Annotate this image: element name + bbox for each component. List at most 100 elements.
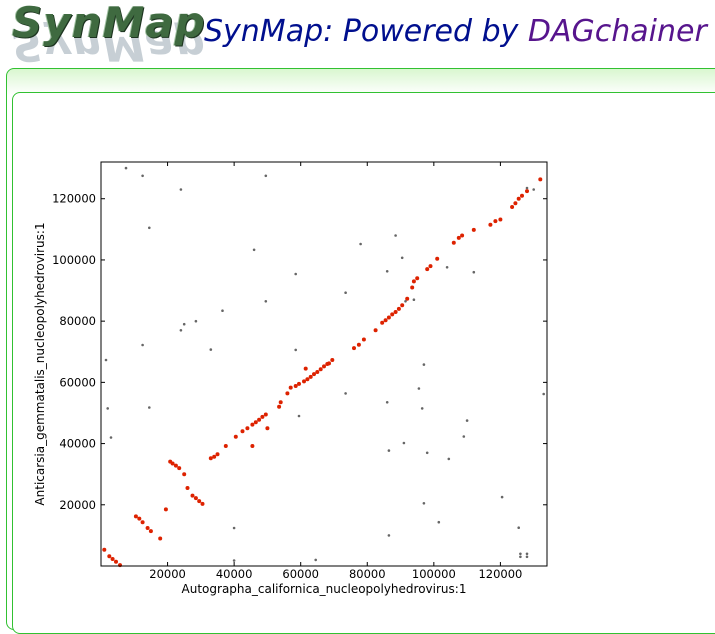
- background-point-23: [141, 343, 144, 347]
- background-point-30: [385, 401, 389, 404]
- syntenic-point-78: [516, 196, 521, 201]
- syntenic-point-48: [322, 364, 326, 369]
- syntenic-point-43: [305, 377, 310, 382]
- y-tick-label-2: 60000: [59, 375, 96, 389]
- syntenic-point-40: [293, 384, 298, 388]
- background-point-36: [109, 436, 113, 439]
- syntenic-point-46: [315, 370, 320, 374]
- background-point-41: [425, 451, 429, 455]
- y-tick-label-3: 80000: [59, 314, 96, 328]
- x-tick-label-5: 120000: [478, 567, 522, 581]
- syntenic-point-24: [215, 452, 220, 457]
- syntenic-point-39: [288, 385, 293, 390]
- background-point-35: [465, 419, 469, 422]
- background-point-52: [519, 555, 522, 559]
- background-point-11: [400, 256, 404, 260]
- y-tick-label-5: 120000: [52, 192, 96, 206]
- syntenic-point-2: [110, 557, 115, 561]
- syntenic-point-52: [356, 342, 361, 347]
- background-point-9: [394, 234, 397, 237]
- syntenic-point-61: [400, 303, 405, 308]
- x-tick-label-0: 20000: [149, 567, 186, 581]
- syntenic-point-70: [456, 235, 461, 240]
- x-tick-label-2: 60000: [282, 567, 319, 581]
- x-tick-label-4: 100000: [412, 567, 456, 581]
- y-axis-title: Anticarsia_gemmatalis_nucleopolyhedrovir…: [33, 222, 47, 505]
- syntenic-point-25: [223, 444, 228, 448]
- syntenic-point-19: [193, 496, 198, 501]
- y-tick-label-0: 20000: [59, 498, 96, 512]
- background-point-53: [525, 555, 529, 559]
- syntenic-point-54: [373, 328, 378, 333]
- background-point-8: [359, 242, 362, 246]
- background-point-17: [404, 300, 407, 303]
- syntenic-point-36: [277, 404, 282, 409]
- syntenic-point-75: [498, 217, 503, 222]
- background-point-2: [179, 188, 183, 191]
- syntenic-point-13: [170, 461, 175, 466]
- background-point-28: [344, 392, 347, 395]
- syntenic-point-69: [451, 240, 456, 245]
- syntenic-point-53: [361, 337, 366, 342]
- syntenic-point-67: [428, 264, 433, 269]
- background-point-1: [141, 174, 144, 178]
- background-point-48: [232, 559, 236, 562]
- syntenic-point-1: [107, 554, 112, 559]
- background-point-27: [104, 358, 108, 362]
- background-point-10: [472, 270, 476, 274]
- syntenic-point-63: [410, 285, 415, 290]
- syntenic-point-22: [208, 456, 213, 461]
- results-panel-inner: [12, 92, 715, 634]
- syntenic-point-80: [525, 189, 529, 194]
- syntenic-point-7: [140, 520, 145, 525]
- background-point-22: [179, 329, 183, 332]
- background-point-49: [314, 558, 318, 562]
- syntenic-point-42: [302, 379, 306, 384]
- syntenic-point-58: [390, 312, 395, 317]
- points-layer: [102, 166, 545, 568]
- syntenic-point-15: [177, 466, 182, 471]
- syntenic-point-0: [102, 547, 107, 552]
- syntenic-point-32: [260, 414, 265, 419]
- syntenic-point-6: [137, 516, 142, 521]
- syntenic-point-20: [197, 499, 202, 504]
- page-title: SynMap: Powered by DAGchainer: [204, 14, 707, 49]
- title-highlight: DAGchainer: [527, 14, 707, 49]
- syntenic-point-59: [393, 310, 398, 314]
- logo-text: SynMap: [12, 0, 206, 47]
- syntenic-point-26: [233, 434, 238, 439]
- syntenic-point-51: [352, 346, 356, 351]
- syntenic-point-50: [330, 358, 335, 362]
- background-point-38: [447, 457, 451, 461]
- background-point-39: [462, 435, 466, 438]
- background-point-6: [148, 226, 151, 230]
- background-point-7: [252, 248, 256, 252]
- syntenic-point-65: [415, 276, 420, 281]
- syntenic-point-45: [312, 372, 316, 377]
- syntenic-point-10: [158, 536, 163, 541]
- background-point-25: [294, 348, 298, 352]
- syntenic-point-27: [240, 429, 245, 434]
- background-point-5: [532, 188, 535, 191]
- dotplot-chart[interactable]: 20000 40000 60000 80000 100000 120000 20000 40…: [0, 0, 715, 613]
- background-point-40: [387, 449, 391, 452]
- background-point-4: [525, 186, 529, 190]
- syntenic-point-68: [435, 256, 440, 261]
- syntenic-point-60: [396, 306, 401, 311]
- syntenic-point-16: [182, 472, 187, 477]
- syntenic-point-29: [250, 422, 255, 427]
- syntenic-point-3: [114, 559, 118, 564]
- y-axis-ticks: 20000 40000 60000 80000 100000 120000: [52, 192, 547, 512]
- syntenic-point-72: [471, 227, 476, 232]
- background-point-45: [437, 520, 441, 524]
- background-point-12: [385, 270, 389, 273]
- background-point-34: [420, 407, 424, 410]
- syntenic-point-82: [303, 366, 308, 371]
- x-tick-label-1: 40000: [216, 567, 253, 581]
- background-point-31: [106, 407, 109, 410]
- syntenic-point-55: [380, 320, 385, 325]
- background-point-18: [412, 298, 416, 302]
- syntenic-point-18: [190, 493, 195, 498]
- syntenic-point-47: [318, 367, 323, 372]
- synmap-logo[interactable]: SynMap SynMap: [12, 0, 206, 71]
